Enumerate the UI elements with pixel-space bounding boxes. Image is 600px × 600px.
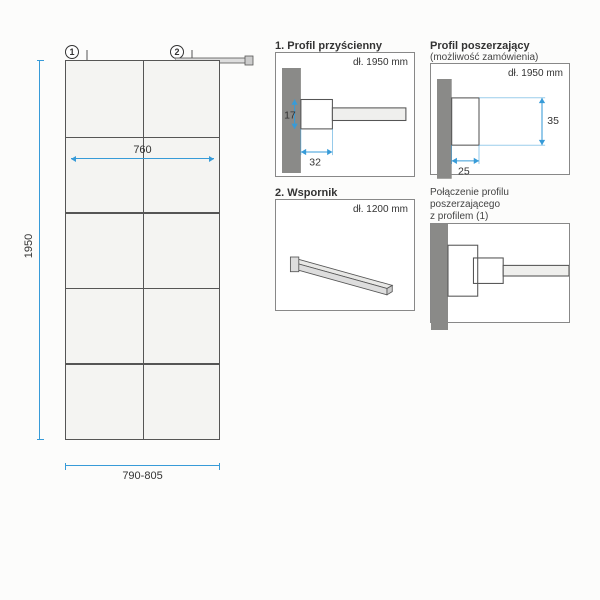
glass-panel-frame [65,60,220,440]
detail-sections: 1. Profil przyścienny dł. 1950 mm 17 [275,40,570,480]
secext-title: Profil poszerzający [430,40,570,52]
mullion-h4 [66,363,219,365]
secjoin-drawing [431,224,569,330]
sec1-dim-v: 17 [284,109,296,121]
callout-1-marker: 1 [65,42,92,62]
sec1-length: dł. 1950 mm [282,57,408,68]
dim-width-line [65,465,220,466]
sec1-dim-h: 32 [309,157,321,169]
section-join: Połączenie profilu poszerzającego z prof… [430,187,570,323]
main-panel-drawing: 1 2 1950 790-805 [20,40,255,480]
secjoin-title2: z profilem (1) [430,211,488,222]
section-extension-profile: Profil poszerzający (możliwość zamówieni… [430,40,570,177]
mullion-h1 [66,137,219,139]
sec1-number: 1. [275,40,284,52]
dim-inner-width-label: 760 [71,144,214,156]
sec2-length: dł. 1200 mm [282,204,408,215]
diagram-root: 1 2 1950 790-805 [20,40,580,480]
secext-subtitle: (możliwość zamówienia) [430,52,570,63]
mullion-h3 [66,288,219,290]
secjoin-title1: Połączenie profilu poszerzającego [430,187,509,210]
mullion-h2 [66,212,219,214]
callout-1-leader [82,42,92,62]
dim-height-label: 1950 [23,234,35,258]
section-wspornik: 2. Wspornik dł. 1200 mm [275,187,415,323]
sec1-title: Profil przyścienny [287,40,382,52]
callout-1-circle: 1 [65,45,79,59]
secext-dim-h: 25 [458,166,470,178]
dim-width-label: 790-805 [65,470,220,482]
section-wall-profile: 1. Profil przyścienny dł. 1950 mm 17 [275,40,415,177]
sec2-drawing [282,215,408,310]
sec1-drawing: 17 32 [282,68,408,173]
dim-height-line [39,60,40,440]
mullion-vertical [143,61,145,439]
secext-drawing: 35 25 [437,79,563,179]
sec2-title: Wspornik [287,187,337,199]
secext-dim-v: 35 [547,115,559,127]
secext-length: dł. 1950 mm [437,68,563,79]
dim-inner-width-line [71,158,214,159]
sec2-number: 2. [275,187,284,199]
